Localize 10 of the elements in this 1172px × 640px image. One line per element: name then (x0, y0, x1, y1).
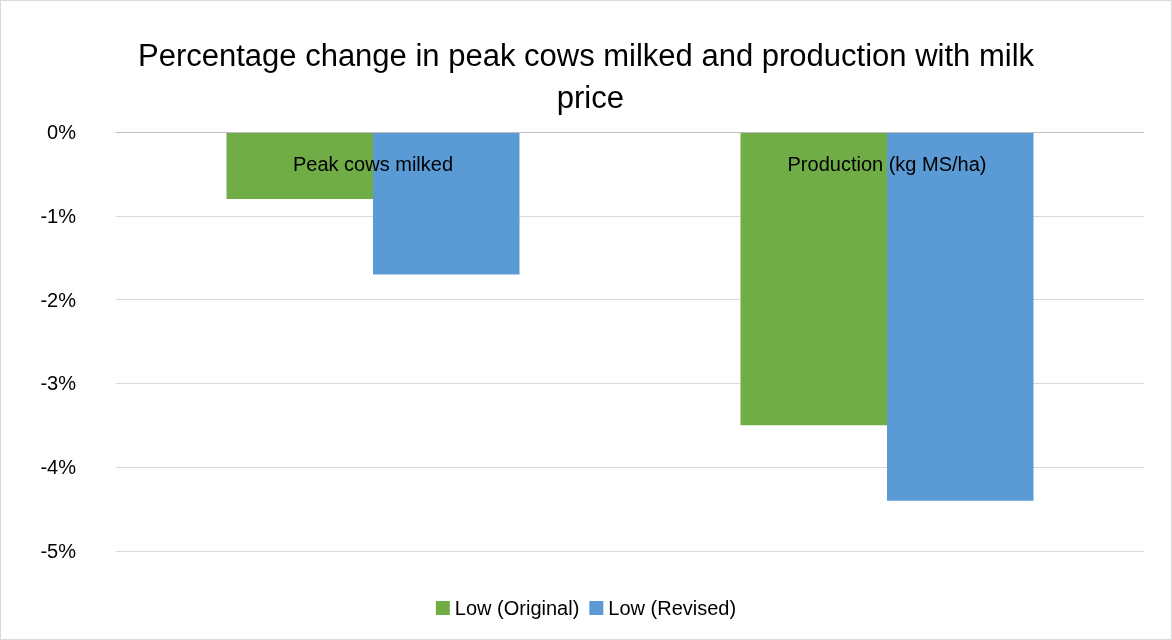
y-tick-label: -4% (40, 456, 77, 479)
y-tick-label: -3% (40, 372, 77, 395)
chart-title: Percentage change in peak cows milked and production with milk price (137, 37, 1035, 115)
legend-label: Low (Original) (454, 597, 580, 619)
y-tick-label: -1% (40, 204, 77, 227)
x-tick-label: Production (kg MS/ha) (787, 153, 987, 175)
y-tick-label: -5% (40, 540, 77, 562)
y-tick-label: -2% (40, 288, 77, 311)
legend-label: Low (Revised) (608, 597, 737, 619)
y-tick-label: 0% (47, 121, 77, 143)
